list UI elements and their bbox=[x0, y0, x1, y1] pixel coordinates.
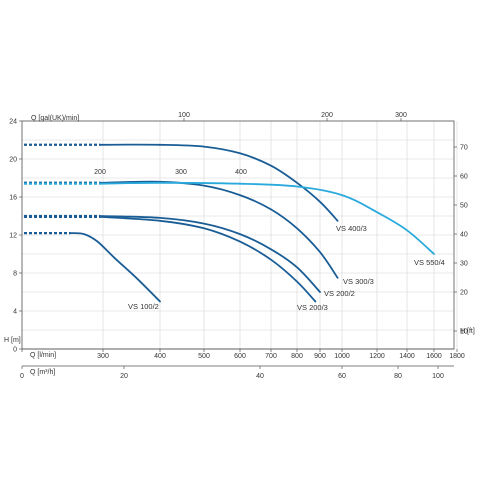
curve-vs-200-3 bbox=[99, 216, 317, 303]
tick-label-gal: 300 bbox=[395, 112, 407, 119]
tick-label-gal: 200 bbox=[321, 112, 333, 119]
tick-label-h-ft: 20 bbox=[460, 290, 468, 297]
curve-label-vs-300-3: VS 300/3 bbox=[343, 277, 374, 286]
curve-label-vs-550-4: VS 550/4 bbox=[414, 258, 445, 267]
tick-label-lpm: 400 bbox=[154, 353, 166, 360]
tick-label-h-ft: 70 bbox=[460, 145, 468, 152]
tick-label-h-m: 20 bbox=[9, 157, 17, 164]
curve-vs-100-2 bbox=[69, 232, 161, 303]
tick-label-lpm: 500 bbox=[198, 353, 210, 360]
tick-label-h-ft: 30 bbox=[460, 261, 468, 268]
tick-label-m3h: 100 bbox=[432, 373, 444, 380]
tick-label-lpm: 700 bbox=[265, 353, 277, 360]
curve-vs-400-3 bbox=[99, 143, 339, 222]
tick-label-m3h: 0 bbox=[20, 373, 24, 380]
curve-vs-200-2 bbox=[99, 215, 321, 293]
tick-label-h-m: 12 bbox=[9, 233, 17, 240]
tick-label-lpm: 1000 bbox=[334, 353, 350, 360]
curve-vs-300-3 bbox=[99, 180, 339, 279]
tick-label-lpm: 600 bbox=[234, 353, 246, 360]
right-axis-title: H [ft] bbox=[460, 328, 475, 335]
tick-label-gal-inner: 400 bbox=[235, 169, 247, 176]
bottom2-axis-title: Q [m³/h] bbox=[30, 369, 55, 376]
tick-label-h-m: 8 bbox=[13, 271, 17, 278]
tick-label-h-m: 16 bbox=[9, 195, 17, 202]
bottom-axis-title: Q [l/min] bbox=[30, 352, 56, 359]
tick-label-h-ft: 60 bbox=[460, 174, 468, 181]
curve-label-vs-100-2: VS 100/2 bbox=[128, 302, 159, 311]
tick-label-h-ft: 10 bbox=[460, 329, 468, 336]
tick-label-lpm: 1600 bbox=[426, 353, 442, 360]
top-axis-title: Q [gal(UK)/min] bbox=[31, 115, 79, 122]
curve-label-vs-200-2: VS 200/2 bbox=[324, 289, 355, 298]
tick-label-gal-inner: 200 bbox=[94, 169, 106, 176]
tick-label-m3h: 40 bbox=[256, 373, 264, 380]
tick-label-h-m: 24 bbox=[9, 119, 17, 126]
curve-vs-550-4 bbox=[99, 181, 435, 255]
curve-label-vs-200-3: VS 200/3 bbox=[297, 303, 328, 312]
tick-label-lpm: 1800 bbox=[449, 353, 465, 360]
tick-label-lpm: 1400 bbox=[399, 353, 415, 360]
tick-label-lpm: 900 bbox=[314, 353, 326, 360]
tick-label-h-m: 4 bbox=[13, 309, 17, 316]
tick-label-h-ft: 50 bbox=[460, 203, 468, 210]
tick-label-lpm: 800 bbox=[291, 353, 303, 360]
tick-label-m3h: 60 bbox=[338, 373, 346, 380]
tick-label-h-m: 0 bbox=[13, 347, 17, 354]
tick-label-lpm: 300 bbox=[97, 353, 109, 360]
plot-frame bbox=[19, 118, 458, 369]
tick-label-gal: 100 bbox=[178, 112, 190, 119]
left-axis-title: H [m] bbox=[4, 337, 21, 344]
tick-label-lpm: 1200 bbox=[369, 353, 385, 360]
tick-label-gal-inner: 300 bbox=[175, 169, 187, 176]
curves bbox=[24, 143, 435, 303]
tick-label-h-ft: 40 bbox=[460, 232, 468, 239]
tick-label-m3h: 20 bbox=[120, 373, 128, 380]
tick-label-m3h: 80 bbox=[394, 373, 402, 380]
curve-label-vs-400-3: VS 400/3 bbox=[336, 224, 367, 233]
